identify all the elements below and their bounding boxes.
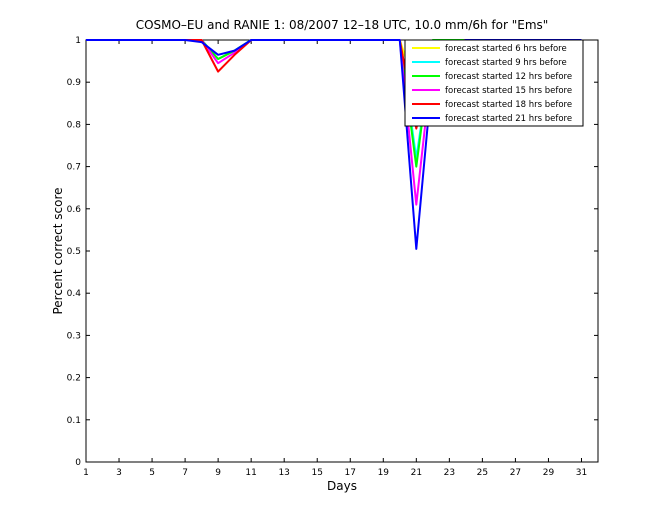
- x-tick-label: 19: [378, 468, 390, 478]
- y-tick-label: 0.2: [67, 374, 81, 384]
- y-tick-label: 0.9: [67, 78, 82, 88]
- legend-label: forecast started 15 hrs before: [445, 86, 572, 96]
- legend: forecast started 6 hrs before forecast st…: [404, 39, 584, 127]
- y-tick-label: 0.7: [67, 163, 81, 173]
- legend-items: forecast started 6 hrs before forecast st…: [412, 44, 572, 124]
- legend-label: forecast started 6 hrs before: [445, 44, 567, 54]
- x-tick-label: 9: [215, 468, 221, 478]
- x-tick-label: 13: [278, 468, 289, 478]
- y-tick-label: 0.4: [67, 289, 82, 299]
- x-tick-label: 23: [444, 468, 455, 478]
- legend-label: forecast started 21 hrs before: [445, 114, 572, 124]
- x-tick-label: 31: [576, 468, 587, 478]
- x-tick-label: 27: [510, 468, 521, 478]
- y-tick-label: 0.6: [67, 205, 82, 215]
- y-tick-label: 0.8: [67, 120, 82, 130]
- x-tick-label: 17: [345, 468, 356, 478]
- x-tick-label: 11: [245, 468, 256, 478]
- legend-label: forecast started 12 hrs before: [445, 72, 572, 82]
- legend-label: forecast started 18 hrs before: [445, 100, 572, 110]
- x-tick-label: 7: [182, 468, 188, 478]
- x-tick-label: 21: [411, 468, 422, 478]
- legend-box: [404, 39, 584, 127]
- y-tick-label: 0.5: [67, 247, 81, 257]
- x-tick-label: 15: [311, 468, 322, 478]
- x-axis-label: Days: [327, 479, 357, 493]
- x-tick-label: 1: [83, 468, 89, 478]
- y-tick-label: 1: [75, 36, 81, 46]
- y-tick-label: 0.1: [67, 416, 81, 426]
- y-tick-label: 0: [75, 458, 81, 468]
- y-axis-label: Percent correct score: [51, 187, 65, 314]
- x-tick-label: 25: [477, 468, 488, 478]
- chart-title: COSMO–EU and RANIE 1: 08/2007 12–18 UTC,…: [136, 18, 549, 32]
- x-tick-label: 5: [149, 468, 155, 478]
- x-tick-label: 3: [116, 468, 122, 478]
- legend-label: forecast started 9 hrs before: [445, 58, 567, 68]
- y-axis: 0 0.1 0.2 0.3 0.4 0.5 0.6 0.7 0.8 0.9 1: [67, 36, 598, 468]
- x-tick-label: 29: [543, 468, 555, 478]
- y-tick-label: 0.3: [67, 331, 81, 341]
